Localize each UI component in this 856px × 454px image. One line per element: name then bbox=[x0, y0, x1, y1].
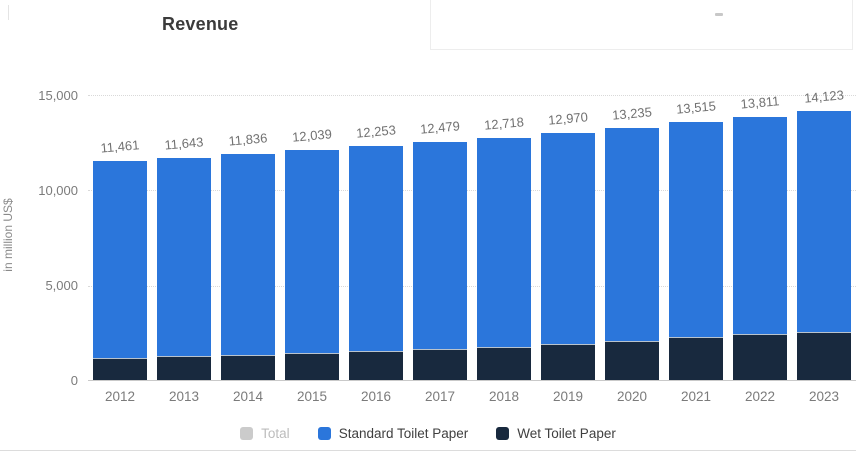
x-axis-label-2019: 2019 bbox=[552, 389, 584, 404]
segment-standard-2020[interactable] bbox=[605, 127, 659, 341]
bar-2017[interactable] bbox=[413, 142, 467, 380]
bar-2018[interactable] bbox=[477, 137, 531, 380]
segment-wet-2018[interactable] bbox=[477, 347, 531, 380]
x-axis-label-2014: 2014 bbox=[232, 389, 264, 404]
segment-standard-2015[interactable] bbox=[285, 150, 339, 354]
bar-slot-2015: 12,039 2015 bbox=[280, 95, 344, 404]
bar-value-label-2023: 14,123 bbox=[803, 87, 845, 106]
y-tick-15000: 15,000 bbox=[38, 88, 78, 103]
bar-2020[interactable] bbox=[605, 127, 659, 380]
bar-slot-2021: 13,515 2021 bbox=[664, 95, 728, 404]
edge-artifact-mark bbox=[8, 5, 9, 20]
x-axis-label-2012: 2012 bbox=[104, 389, 136, 404]
x-axis-label-2020: 2020 bbox=[616, 389, 648, 404]
bar-2019[interactable] bbox=[541, 132, 595, 380]
chart-legend: Total Standard Toilet Paper Wet Toilet Pap… bbox=[0, 426, 856, 441]
gridline-15000 bbox=[88, 95, 856, 96]
bar-2016[interactable] bbox=[349, 146, 403, 380]
bar-slot-2020: 13,235 2020 bbox=[600, 95, 664, 404]
segment-standard-2018[interactable] bbox=[477, 137, 531, 348]
chart-title: Revenue bbox=[162, 14, 239, 34]
bar-2022[interactable] bbox=[733, 116, 787, 380]
segment-wet-2012[interactable] bbox=[93, 358, 147, 380]
bar-2013[interactable] bbox=[157, 158, 211, 380]
segment-wet-2016[interactable] bbox=[349, 351, 403, 380]
y-axis-title: in million US$ bbox=[1, 198, 15, 272]
x-axis-label-2013: 2013 bbox=[168, 389, 200, 404]
bar-2023[interactable] bbox=[797, 110, 851, 380]
top-toolbar-panel bbox=[430, 0, 853, 50]
segment-wet-2017[interactable] bbox=[413, 348, 467, 380]
bar-slot-2016: 12,253 2016 bbox=[344, 95, 408, 404]
segment-standard-2022[interactable] bbox=[733, 116, 787, 335]
segment-standard-2021[interactable] bbox=[669, 122, 723, 338]
bar-slot-2012: 11,461 2012 bbox=[88, 95, 152, 404]
segment-standard-2016[interactable] bbox=[349, 146, 403, 352]
segment-wet-2020[interactable] bbox=[605, 340, 659, 380]
segment-wet-2022[interactable] bbox=[733, 334, 787, 380]
gridline-5000 bbox=[88, 286, 856, 287]
segment-standard-2014[interactable] bbox=[221, 154, 275, 355]
bar-2012[interactable] bbox=[93, 161, 147, 380]
segment-wet-2015[interactable] bbox=[285, 353, 339, 380]
legend-item-total[interactable]: Total bbox=[240, 426, 290, 441]
segment-wet-2023[interactable] bbox=[797, 331, 851, 380]
bar-2015[interactable] bbox=[285, 150, 339, 380]
legend-item-standard-toilet-paper[interactable]: Standard Toilet Paper bbox=[317, 426, 469, 441]
bar-slot-2022: 13,811 2022 bbox=[728, 93, 792, 404]
legend-item-wet-toilet-paper[interactable]: Wet Toilet Paper bbox=[496, 426, 616, 441]
y-tick-5000: 5,000 bbox=[45, 278, 78, 293]
x-axis-label-2023: 2023 bbox=[808, 389, 840, 404]
bar-slot-2023: 14,123 2023 bbox=[792, 87, 856, 404]
x-axis-label-2018: 2018 bbox=[488, 389, 520, 404]
bar-slot-2019: 12,970 2019 bbox=[536, 95, 600, 404]
segment-wet-2013[interactable] bbox=[157, 356, 211, 380]
legend-label: Standard Toilet Paper bbox=[338, 426, 469, 441]
segment-standard-2023[interactable] bbox=[797, 110, 851, 332]
segment-standard-2012[interactable] bbox=[93, 161, 147, 359]
legend-swatch-icon bbox=[240, 427, 254, 440]
bar-slot-2017: 12,479 2017 bbox=[408, 95, 472, 404]
segment-standard-2013[interactable] bbox=[157, 158, 211, 357]
bar-slot-2018: 12,718 2018 bbox=[472, 95, 536, 404]
gridline-10000 bbox=[88, 190, 856, 191]
segment-wet-2019[interactable] bbox=[541, 344, 595, 380]
segment-standard-2019[interactable] bbox=[541, 132, 595, 345]
legend-swatch-icon bbox=[496, 427, 510, 440]
bar-2021[interactable] bbox=[669, 122, 723, 380]
bar-slot-2014: 11,836 2014 bbox=[216, 95, 280, 404]
x-axis-label-2015: 2015 bbox=[296, 389, 328, 404]
x-axis-label-2017: 2017 bbox=[424, 389, 456, 404]
legend-swatch-icon bbox=[317, 427, 331, 440]
segment-standard-2017[interactable] bbox=[413, 142, 467, 349]
plot-area: 11,461 2012 11,643 2013 11,836 2014 12,039 2015… bbox=[88, 87, 856, 404]
legend-label: Wet Toilet Paper bbox=[517, 426, 616, 441]
y-tick-0: 0 bbox=[70, 373, 78, 388]
x-axis-label-2016: 2016 bbox=[360, 389, 392, 404]
segment-wet-2014[interactable] bbox=[221, 354, 275, 380]
segment-wet-2021[interactable] bbox=[669, 337, 723, 380]
page-bottom-border bbox=[0, 450, 856, 451]
legend-label: Total bbox=[261, 426, 290, 441]
x-axis-label-2022: 2022 bbox=[744, 389, 776, 404]
y-tick-10000: 10,000 bbox=[38, 183, 78, 198]
collapsed-menu-icon[interactable] bbox=[715, 13, 723, 16]
bar-2014[interactable] bbox=[221, 154, 275, 380]
x-axis-label-2021: 2021 bbox=[680, 389, 712, 404]
bars-container: 11,461 2012 11,643 2013 11,836 2014 12,039 2015… bbox=[88, 87, 856, 404]
bar-slot-2013: 11,643 2013 bbox=[152, 95, 216, 404]
